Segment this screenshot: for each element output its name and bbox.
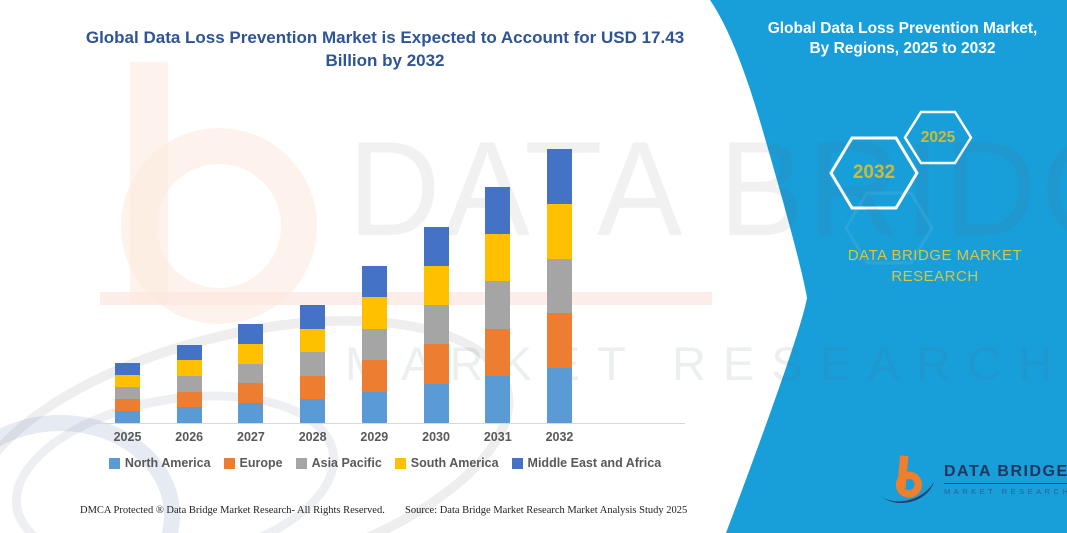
data-bridge-logo-icon <box>881 455 935 504</box>
bar-2025 <box>115 363 140 423</box>
legend-item-asia-pacific: Asia Pacific <box>295 456 382 470</box>
bar-segment-asia-pacific <box>423 305 449 345</box>
x-axis-label-2031: 2031 <box>483 430 512 444</box>
bar-segment-asia-pacific <box>115 387 140 399</box>
bar-segment-asia-pacific <box>300 352 326 376</box>
bar-segment-south-america <box>115 375 140 387</box>
x-axis-label-2027: 2027 <box>237 430 265 444</box>
source-text: Source: Data Bridge Market Research Mark… <box>405 505 688 516</box>
bar-segment-middle-east-and-africa <box>546 149 572 204</box>
x-axis-label-2025: 2025 <box>113 430 142 444</box>
bar-segment-europe <box>176 391 202 408</box>
bar-segment-north-america <box>176 407 202 423</box>
bar-segment-asia-pacific <box>546 258 572 314</box>
brand-name-line1: DATA BRIDGE MARKET <box>847 247 1023 264</box>
bar-segment-middle-east-and-africa <box>423 226 449 266</box>
bar-segment-north-america <box>300 399 326 423</box>
bar-2028 <box>300 305 326 423</box>
chart-legend: North America Europe Asia Pacific South Ame… <box>85 456 685 470</box>
bar-segment-south-america <box>423 265 449 306</box>
legend-item-south-america: South America <box>394 456 499 470</box>
bar-segment-middle-east-and-africa <box>485 187 511 235</box>
panel-heading: Global Data Loss Prevention Market, By R… <box>745 19 1060 59</box>
bar-2027 <box>238 324 264 423</box>
page-title-line1: Global Data Loss Prevention Market is Ex… <box>85 28 685 47</box>
bar-segment-north-america <box>485 375 511 423</box>
bar-segment-south-america <box>546 203 572 259</box>
bar-2030 <box>423 226 449 423</box>
dmca-copyright-text: DMCA Protected ® Data Bridge Market Rese… <box>80 505 385 516</box>
bar-segment-south-america <box>300 328 326 353</box>
bar-segment-europe <box>115 399 140 411</box>
page-title-line2: Billion by 2032 <box>325 51 445 70</box>
bar-segment-south-america <box>238 343 264 364</box>
legend-item-north-america: North America <box>108 456 211 470</box>
legend-label: South America <box>410 456 499 470</box>
panel-heading-line1: Global Data Loss Prevention Market, <box>767 20 1038 37</box>
bar-segment-north-america <box>238 403 264 423</box>
bar-segment-middle-east-and-africa <box>115 363 140 375</box>
legend-swatch <box>394 457 406 469</box>
legend-swatch <box>511 457 523 469</box>
page-title: Global Data Loss Prevention Market is Ex… <box>60 26 710 72</box>
bar-segment-europe <box>238 383 264 404</box>
bar-segment-north-america <box>115 411 140 423</box>
bar-segment-middle-east-and-africa <box>238 324 264 344</box>
data-bridge-logo: DATA BRIDGE MARKET RESEARCH <box>880 451 1067 507</box>
bar-segment-middle-east-and-africa <box>361 265 387 297</box>
bar-segment-europe <box>485 328 511 376</box>
bar-segment-north-america <box>423 383 449 423</box>
bar-2029 <box>361 265 387 423</box>
bar-2026 <box>176 344 202 423</box>
legend-label: Asia Pacific <box>311 456 382 470</box>
bar-segment-middle-east-and-africa <box>300 305 326 329</box>
panel-heading-line2: By Regions, 2025 to 2032 <box>809 40 996 57</box>
bar-2032 <box>546 149 572 423</box>
bar-segment-north-america <box>546 368 572 423</box>
x-axis-label-2030: 2030 <box>422 430 450 444</box>
legend-item-europe: Europe <box>223 456 283 470</box>
legend-label: Europe <box>239 456 283 470</box>
legend-swatch <box>223 457 235 469</box>
bar-segment-europe <box>361 360 387 392</box>
brand-name: DATA BRIDGE MARKET RESEARCH <box>810 245 1060 287</box>
logo-tagline: MARKET RESEARCH <box>944 486 1067 496</box>
logo-name: DATA BRIDGE <box>944 463 1067 484</box>
x-axis-label-2029: 2029 <box>360 430 389 444</box>
bar-segment-south-america <box>485 234 511 282</box>
bar-segment-europe <box>423 344 449 384</box>
x-axis-label-2026: 2026 <box>175 430 204 444</box>
bar-segment-asia-pacific <box>485 281 511 329</box>
hexagon-2025-label: 2025 <box>920 129 956 146</box>
bar-segment-south-america <box>361 297 387 329</box>
x-axis-label-2032: 2032 <box>545 430 574 444</box>
bar-segment-south-america <box>176 360 202 376</box>
bar-segment-asia-pacific <box>238 363 264 384</box>
bar-segment-middle-east-and-africa <box>176 344 202 361</box>
chart-plot-area: 2025 2026 2027 2028 2029 2030 2031 2032 <box>85 140 685 444</box>
bar-2031 <box>485 187 511 423</box>
x-axis-label-2028: 2028 <box>298 430 327 444</box>
bar-segment-north-america <box>361 391 387 423</box>
bar-segment-europe <box>300 375 326 400</box>
legend-label: Middle East and Africa <box>527 456 662 470</box>
brand-name-line2: RESEARCH <box>891 268 979 285</box>
legend-label: North America <box>124 456 211 470</box>
legend-item-middle-east-and-africa: Middle East and Africa <box>511 456 662 470</box>
legend-swatch <box>108 457 120 469</box>
bar-segment-asia-pacific <box>176 375 202 392</box>
hexagon-2032-label: 2032 <box>852 162 896 183</box>
bar-segment-europe <box>546 313 572 369</box>
bar-segment-asia-pacific <box>361 328 387 360</box>
legend-swatch <box>295 457 307 469</box>
